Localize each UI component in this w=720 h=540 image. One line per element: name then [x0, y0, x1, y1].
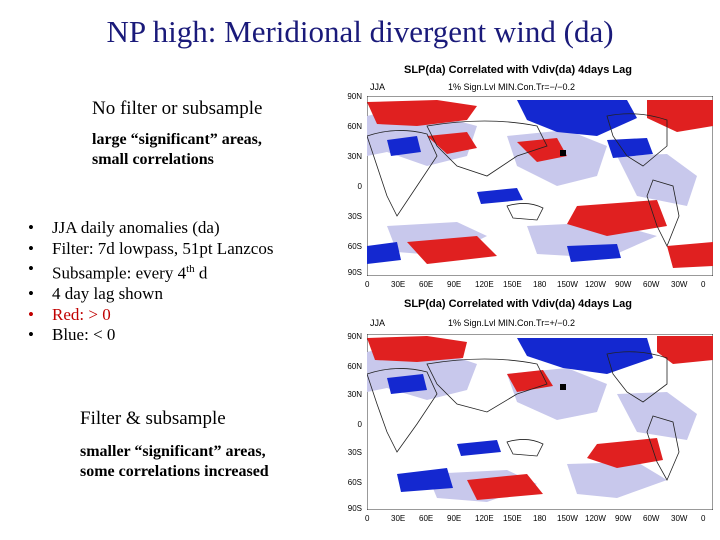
lon-label: 60W [643, 280, 660, 289]
lon-label: 30W [671, 280, 688, 289]
lat-label: 90N [347, 92, 362, 101]
lat-label: 30N [347, 152, 362, 161]
top-note-1: large “significant” areas, [92, 131, 262, 148]
lon-label: 150W [557, 280, 578, 289]
map-canvas [367, 334, 713, 510]
lon-label: 30W [671, 514, 688, 523]
lon-label: 150E [503, 280, 522, 289]
lat-label: 60S [347, 478, 362, 487]
lon-label: 90E [447, 280, 462, 289]
bullet-list: • JJA daily anomalies (da) • Filter: 7d lo… [28, 218, 273, 346]
season-label: JJA [370, 82, 386, 92]
bullet-item: • Red: > 0 [28, 304, 111, 324]
lon-label: 150W [557, 514, 578, 523]
bullet-superscript: th [186, 263, 195, 275]
lon-label: 180 [533, 280, 547, 289]
lon-label: 150E [503, 514, 522, 523]
bullet-item: • Blue: < 0 [28, 325, 116, 345]
lon-label: 0 [701, 280, 706, 289]
bullet-text: 4 day lag shown [52, 284, 163, 304]
lon-label: 120W [585, 280, 606, 289]
bottom-note-1: smaller “significant” areas, [80, 443, 266, 460]
lon-label: 30E [391, 280, 406, 289]
bullet-text: Red: > 0 [52, 304, 111, 324]
lon-label: 90E [447, 514, 462, 523]
lat-label: 60N [347, 362, 362, 371]
lat-label: 90N [347, 332, 362, 341]
lat-label: 90S [347, 504, 362, 513]
bottom-note-2: some correlations increased [80, 463, 269, 480]
top-note-2: small correlations [92, 151, 214, 168]
significance-label: 1% Sign.Lvl MIN.Con.Tr=+/−0.2 [448, 318, 575, 328]
lat-label: 30S [347, 212, 362, 221]
lat-label: 60N [347, 122, 362, 131]
slide-title: NP high: Meridional divergent wind (da) [106, 14, 614, 49]
lon-axis: 0 30E 60E 90E 120E 150E 180 150W 120W 90… [363, 514, 720, 526]
lat-label: 30S [347, 448, 362, 457]
lat-label: 90S [347, 268, 362, 277]
lon-label: 90W [615, 514, 632, 523]
lon-label: 60W [643, 514, 660, 523]
significance-label: 1% Sign.Lvl MIN.Con.Tr=−/−0.2 [448, 82, 575, 92]
bullet-text: Subsample: every 4 [52, 263, 187, 283]
lon-label: 0 [365, 514, 370, 523]
bullet-item: • 4 day lag shown [28, 284, 163, 304]
bottom-heading: Filter & subsample [80, 408, 226, 429]
lon-label: 0 [365, 280, 370, 289]
bottom-correlation-map: SLP(da) Correlated with Vdiv(da) 4days L… [330, 298, 720, 538]
lat-label: 60S [347, 242, 362, 251]
lon-label: 60E [419, 514, 434, 523]
lat-label: 0 [357, 182, 362, 191]
season-label: JJA [370, 318, 386, 328]
bullet-text-tail: d [194, 263, 208, 283]
lat-label: 30N [347, 390, 362, 399]
lon-label: 180 [533, 514, 547, 523]
lon-label: 0 [701, 514, 706, 523]
top-heading: No filter or subsample [92, 98, 263, 119]
lon-label: 120E [475, 514, 494, 523]
bullet-text: Blue: < 0 [52, 325, 116, 345]
map-canvas [367, 96, 713, 276]
bullet-text: Filter: 7d lowpass, 51pt Lanzcos [52, 238, 274, 258]
lon-label: 120E [475, 280, 494, 289]
bullet-text: JJA daily anomalies (da) [52, 218, 220, 237]
lon-label: 60E [419, 280, 434, 289]
top-correlation-map: SLP(da) Correlated with Vdiv(da) 4days L… [330, 62, 720, 298]
bullet-item: • Subsample: every 4th d [28, 259, 208, 283]
map-title: SLP(da) Correlated with Vdiv(da) 4days L… [404, 298, 632, 310]
lon-label: 30E [391, 514, 406, 523]
bullet-item: • Filter: 7d lowpass, 51pt Lanzcos [28, 238, 274, 258]
lon-label: 90W [615, 280, 632, 289]
map-title: SLP(da) Correlated with Vdiv(da) 4days L… [404, 64, 632, 76]
lon-axis: 0 30E 60E 90E 120E 150E 180 150W 120W 90… [363, 280, 720, 292]
bullet-item: • JJA daily anomalies (da) [28, 218, 220, 237]
lon-label: 120W [585, 514, 606, 523]
lat-label: 0 [357, 420, 362, 429]
